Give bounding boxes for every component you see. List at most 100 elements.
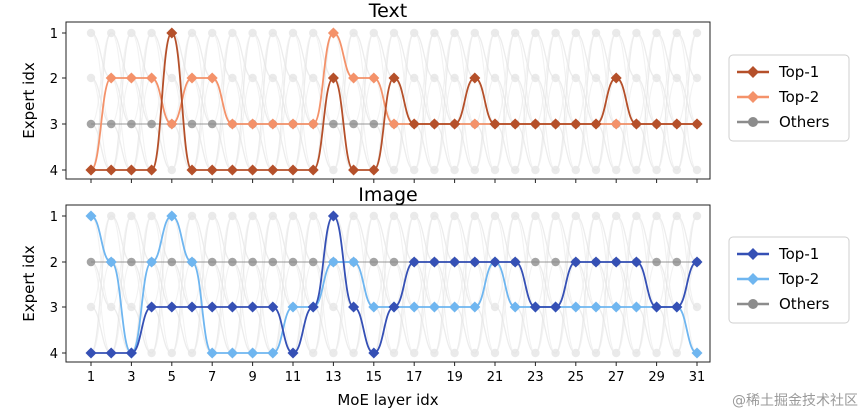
data-point-0-top-2-15 xyxy=(388,118,400,130)
data-point-0-others-12 xyxy=(329,119,338,129)
data-point-1-top-2-18 xyxy=(449,301,461,313)
y-tick-label-1-2: 3 xyxy=(50,301,58,316)
data-point-0-top-1-18 xyxy=(449,118,461,130)
data-point-1-others-7 xyxy=(228,257,237,267)
x-tick-label-0: 1 xyxy=(87,370,95,385)
legend-label-1-1: Top-2 xyxy=(778,270,819,288)
data-point-0-top-2-19 xyxy=(469,118,481,130)
data-point-0-top-1-10 xyxy=(287,164,299,176)
data-point-0-top-1-27 xyxy=(630,118,642,130)
data-point-1-top-1-24 xyxy=(570,256,582,268)
data-point-1-top-2-12 xyxy=(327,256,339,268)
data-point-1-top-2-10 xyxy=(287,301,299,313)
x-tick-label-2: 5 xyxy=(168,370,176,385)
data-point-0-top-1-20 xyxy=(489,118,501,130)
plot-frame-1 xyxy=(65,204,711,363)
data-point-1-others-23 xyxy=(551,257,560,267)
data-point-1-top-1-20 xyxy=(489,256,501,268)
data-point-1-top-1-25 xyxy=(590,256,602,268)
data-point-1-top-2-3 xyxy=(146,256,158,268)
plot-frame-0 xyxy=(65,21,711,180)
data-point-1-top-1-15 xyxy=(388,301,400,313)
data-point-0-top-2-7 xyxy=(226,118,238,130)
y-tick-label-0-0: 1 xyxy=(50,27,58,42)
data-point-0-top-1-4 xyxy=(166,27,178,39)
data-point-1-top-1-23 xyxy=(550,301,562,313)
data-point-1-others-8 xyxy=(248,257,257,267)
data-point-0-top-2-14 xyxy=(368,72,380,84)
data-point-1-top-2-1 xyxy=(105,256,117,268)
data-point-0-others-1 xyxy=(106,119,116,129)
data-point-1-others-15 xyxy=(389,257,399,267)
data-point-0-others-2 xyxy=(127,119,136,129)
data-point-0-others-0 xyxy=(86,119,96,129)
data-point-1-top-2-6 xyxy=(206,347,218,359)
legend-box-0 xyxy=(728,54,850,142)
data-point-0-top-2-13 xyxy=(348,72,360,84)
legend-label-0-1: Top-2 xyxy=(778,88,819,106)
data-point-0-others-6 xyxy=(207,119,217,129)
data-point-0-top-2-3 xyxy=(146,72,158,84)
data-point-1-top-2-0 xyxy=(85,210,97,222)
data-point-1-top-1-0 xyxy=(85,347,97,359)
data-point-0-top-2-8 xyxy=(247,118,259,130)
data-point-0-top-1-7 xyxy=(226,164,238,176)
data-point-0-top-1-17 xyxy=(428,118,440,130)
data-point-0-top-2-4 xyxy=(166,118,178,130)
data-point-0-others-5 xyxy=(187,119,197,129)
data-point-1-top-1-29 xyxy=(671,301,683,313)
data-point-1-top-1-22 xyxy=(529,301,541,313)
y-tick-label-0-1: 2 xyxy=(50,72,58,87)
data-point-1-others-0 xyxy=(86,257,96,267)
data-point-0-top-1-13 xyxy=(348,164,360,176)
y-tick-label-1-3: 4 xyxy=(50,347,58,362)
data-point-1-top-1-21 xyxy=(509,256,521,268)
data-point-0-top-1-8 xyxy=(247,164,259,176)
data-point-1-top-2-14 xyxy=(368,301,380,313)
data-point-1-top-2-8 xyxy=(247,347,259,359)
data-point-0-top-2-1 xyxy=(105,72,117,84)
data-point-0-top-1-28 xyxy=(651,118,663,130)
x-axis-label: MoE layer idx xyxy=(337,391,438,409)
data-point-1-top-2-17 xyxy=(428,301,440,313)
legend-marker-1-0 xyxy=(747,248,759,260)
x-tick-label-14: 29 xyxy=(648,370,665,385)
data-point-1-top-1-4 xyxy=(166,301,178,313)
x-tick-label-10: 21 xyxy=(487,370,504,385)
y-tick-label-1-1: 2 xyxy=(50,256,58,271)
data-point-0-top-1-15 xyxy=(388,72,400,84)
data-point-1-top-1-1 xyxy=(105,347,117,359)
data-point-0-top-1-30 xyxy=(691,118,703,130)
data-point-0-top-1-3 xyxy=(146,164,158,176)
data-point-0-top-1-11 xyxy=(307,164,319,176)
data-point-1-top-2-30 xyxy=(691,347,703,359)
legend-marker-1-2 xyxy=(748,299,758,309)
data-point-0-others-3 xyxy=(147,119,156,129)
y-tick-label-0-2: 3 xyxy=(50,118,58,133)
data-point-1-top-2-13 xyxy=(348,256,360,268)
data-point-1-others-4 xyxy=(167,257,177,267)
legend-box-1 xyxy=(728,236,850,324)
data-point-1-top-1-19 xyxy=(469,256,481,268)
data-point-1-top-2-19 xyxy=(469,301,481,313)
legend-label-0-0: Top-1 xyxy=(778,63,819,81)
x-tick-label-1: 3 xyxy=(127,370,135,385)
data-point-0-others-13 xyxy=(349,119,358,129)
data-point-1-others-6 xyxy=(207,257,217,267)
watermark-text: @稀土掘金技术社区 xyxy=(732,393,858,409)
data-point-0-top-1-23 xyxy=(550,118,562,130)
legend-marker-0-1 xyxy=(747,91,759,103)
data-point-1-others-11 xyxy=(308,257,318,267)
data-point-1-top-1-10 xyxy=(287,347,299,359)
data-point-1-others-14 xyxy=(369,257,379,267)
x-tick-label-3: 7 xyxy=(208,370,216,385)
data-point-1-top-1-2 xyxy=(125,347,137,359)
data-point-0-top-2-26 xyxy=(610,118,622,130)
data-point-1-top-1-26 xyxy=(610,256,622,268)
data-point-1-top-1-27 xyxy=(630,256,642,268)
x-tick-label-13: 27 xyxy=(608,370,625,385)
data-point-1-top-2-26 xyxy=(610,301,622,313)
data-point-0-top-1-5 xyxy=(186,164,198,176)
